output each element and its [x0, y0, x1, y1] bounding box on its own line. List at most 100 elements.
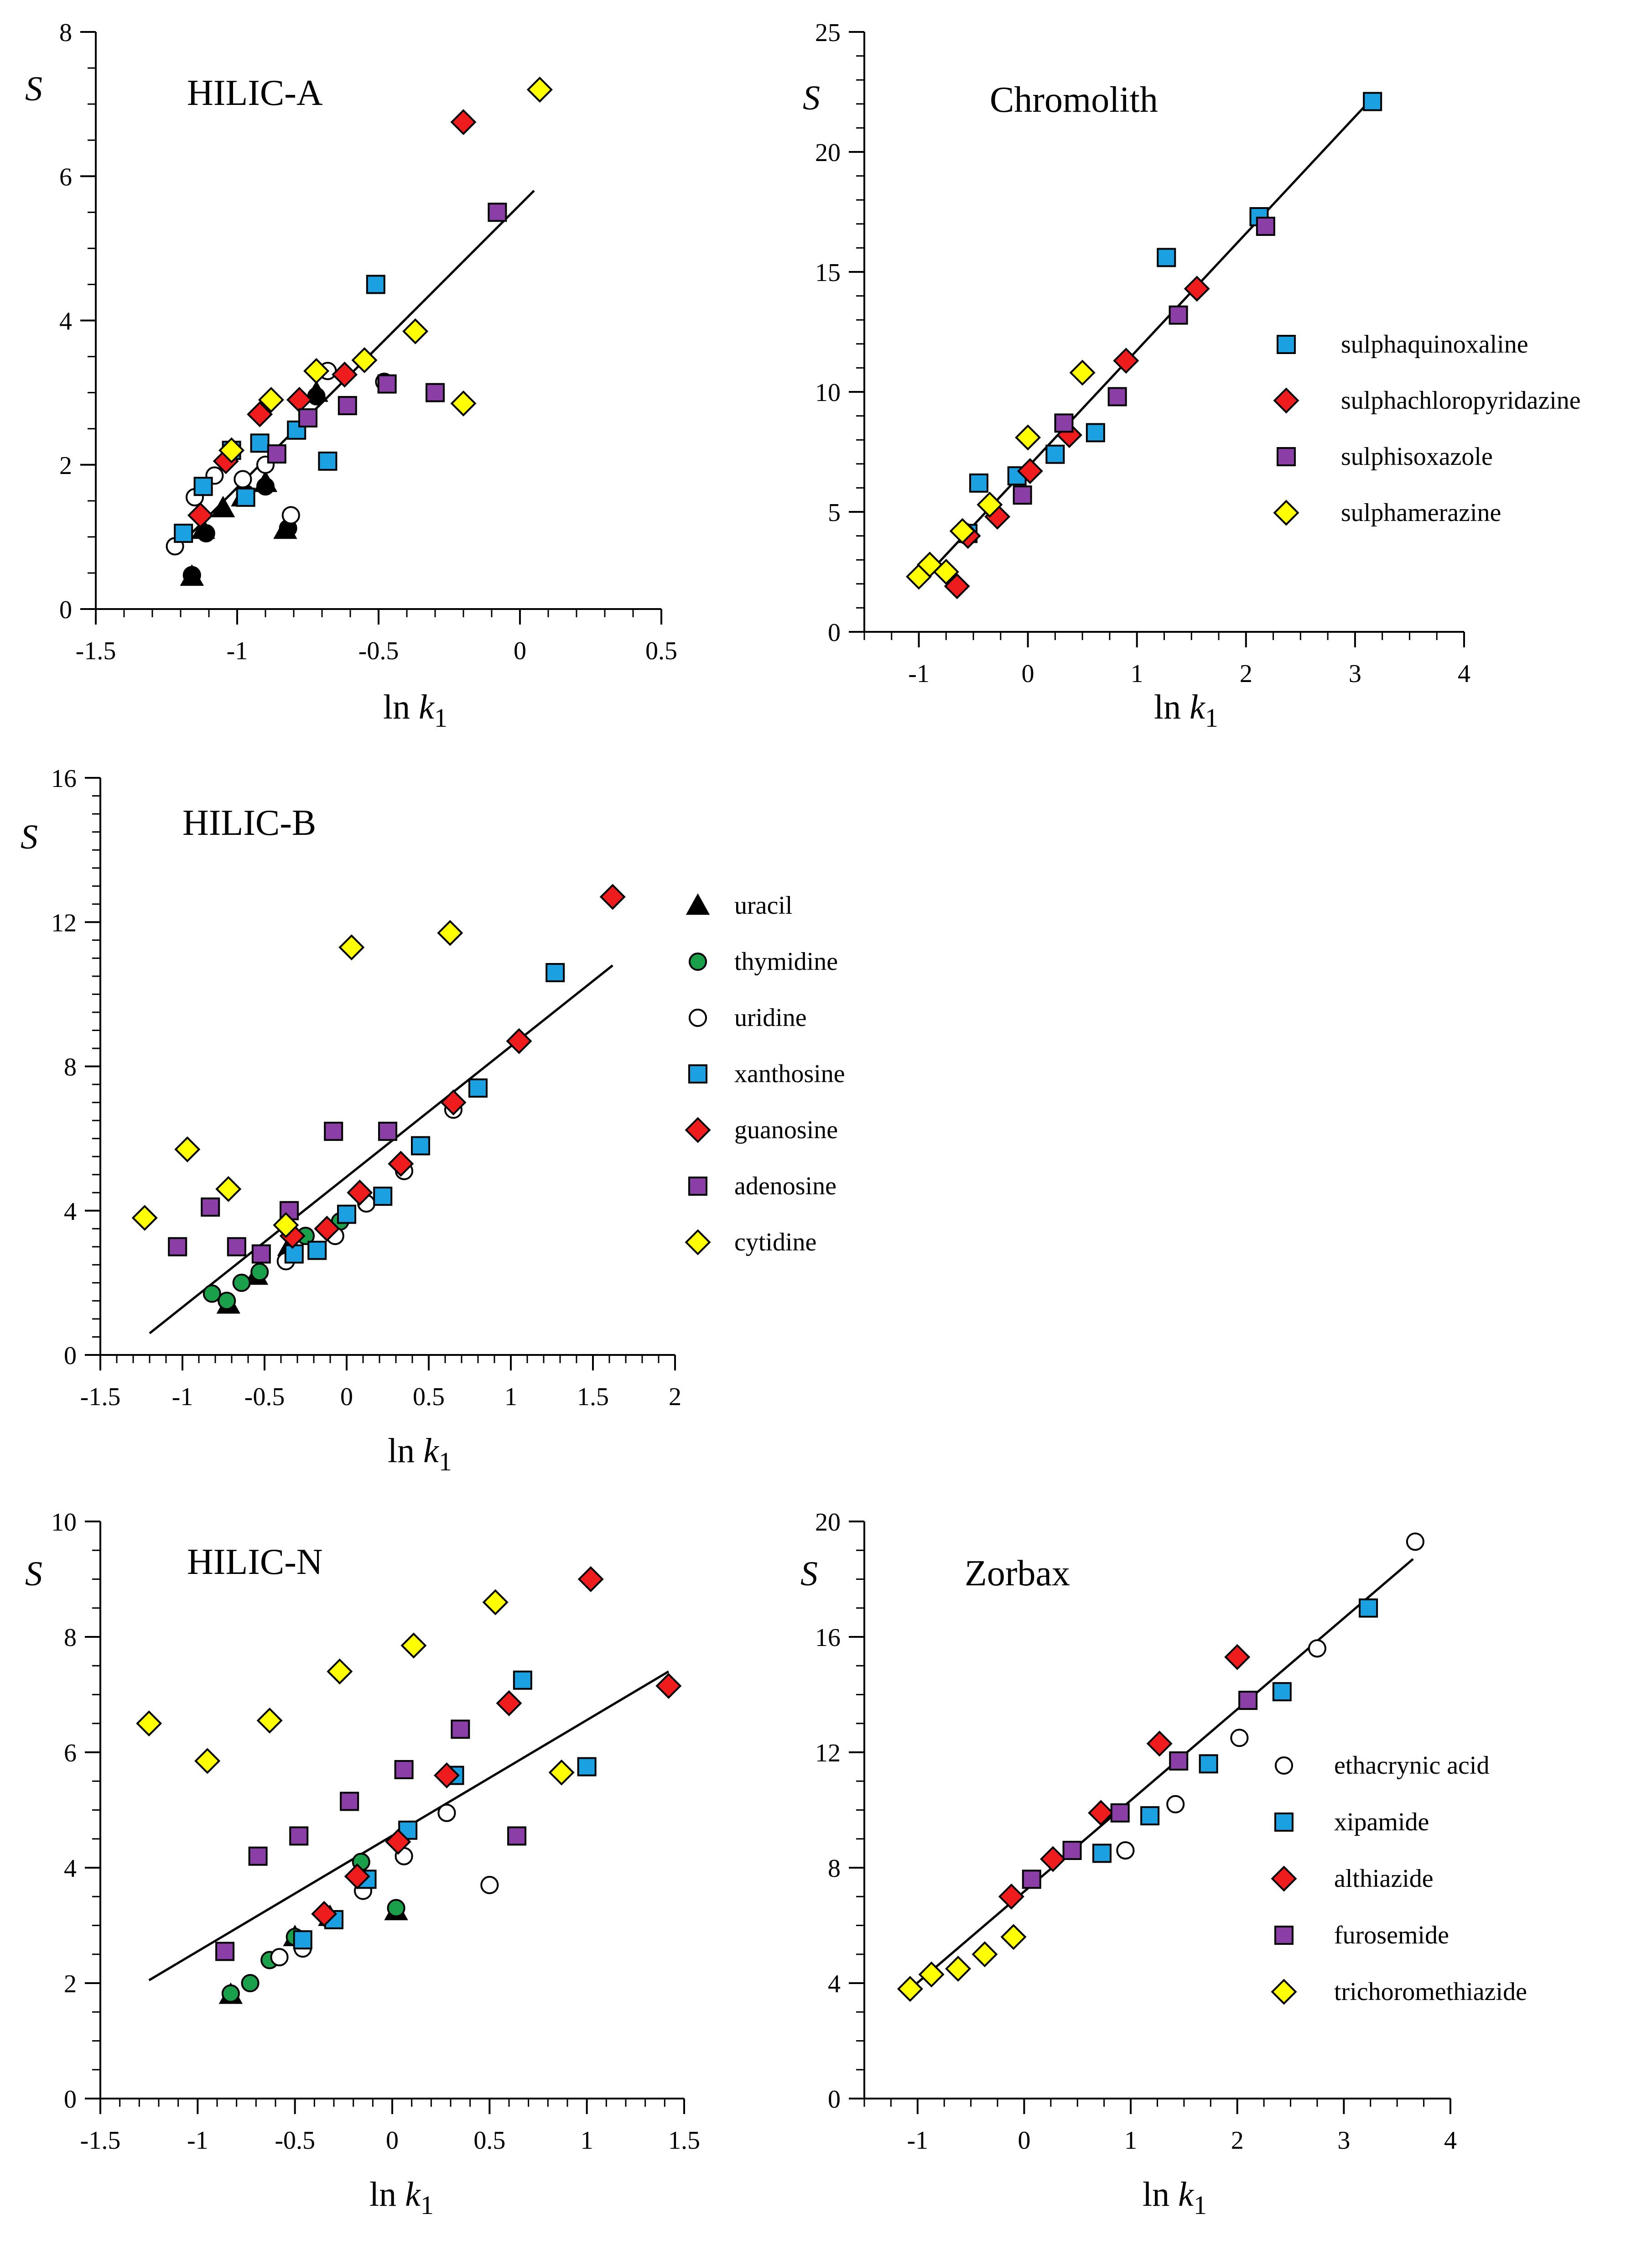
x-tick-label: 0 [514, 637, 526, 665]
data-point [247, 401, 273, 427]
series-thymidine [221, 1853, 405, 2003]
legend-label: xanthosine [734, 1060, 845, 1088]
data-point [311, 1901, 338, 1927]
data-point [482, 1589, 509, 1615]
x-tick-label: 4 [1444, 2126, 1457, 2155]
data-point [256, 1707, 283, 1734]
data-point [194, 1748, 221, 1774]
data-point [548, 1759, 575, 1786]
legend-marker [685, 1117, 711, 1143]
legend-marker [688, 1177, 707, 1196]
data-point [174, 523, 193, 543]
y-tick-label: 8 [828, 1854, 841, 1883]
data-point [241, 1974, 260, 1993]
data-point [468, 1078, 488, 1098]
y-tick-label: 12 [51, 909, 77, 937]
y-tick-label: 0 [59, 596, 72, 624]
x-tick-label: 3 [1337, 2126, 1350, 2155]
data-point [377, 374, 397, 394]
x-axis-label: ln k1 [388, 1432, 452, 1476]
data-point [187, 502, 213, 528]
y-tick-label: 10 [51, 1508, 77, 1537]
y-tick-label: 0 [828, 2085, 841, 2114]
legend-label: ethacrynic acid [1334, 1751, 1489, 1780]
x-tick-label: 1.5 [577, 1383, 609, 1411]
data-point [340, 1792, 359, 1811]
data-point [402, 318, 429, 344]
x-tick-label: 0.5 [645, 637, 677, 665]
series-guanosine [279, 884, 626, 1249]
data-point [411, 1136, 430, 1156]
data-point [248, 1846, 268, 1866]
data-point [969, 473, 989, 493]
series-sulphisoxazole [1013, 217, 1275, 505]
y-tick-label: 10 [815, 379, 841, 407]
chart-title: HILIC-N [187, 1542, 323, 1582]
data-point [281, 506, 300, 525]
data-point [437, 920, 463, 946]
legend-marker [1271, 1979, 1297, 2005]
data-point [385, 1828, 411, 1855]
x-tick-label: -1 [172, 1383, 193, 1411]
data-point [433, 1762, 460, 1789]
y-tick-label: 6 [64, 1739, 77, 1767]
data-point [1045, 444, 1065, 464]
data-point [256, 477, 275, 496]
y-tick-label: 4 [59, 307, 72, 336]
y-axis-label: S [800, 1555, 818, 1593]
y-tick-label: 12 [815, 1739, 841, 1767]
legend-marker [688, 952, 707, 971]
x-tick-label: -1.5 [80, 2126, 121, 2155]
x-tick-label: 1 [1124, 2126, 1137, 2155]
data-point [655, 1673, 682, 1699]
y-tick-label: 16 [815, 1624, 841, 1652]
data-point [211, 495, 235, 517]
y-tick-label: 4 [828, 1970, 841, 1998]
data-point [289, 1826, 309, 1846]
series-trichoromethiazide [897, 1924, 1027, 2002]
x-tick-label: -1 [187, 2126, 208, 2155]
data-point [347, 1179, 373, 1206]
x-tick-label: -1.5 [80, 1383, 121, 1411]
data-point [440, 1089, 467, 1116]
data-point [451, 1719, 470, 1739]
x-tick-label: 1 [581, 2126, 593, 2155]
legend-label: sulphachloropyridazine [1341, 386, 1581, 415]
x-tick-label: 0 [1022, 660, 1034, 688]
x-tick-label: -1 [908, 660, 930, 688]
x-tick-label: 2 [1231, 2126, 1244, 2155]
legend-label: xipamide [1334, 1808, 1429, 1836]
data-point [1013, 485, 1032, 505]
y-tick-label: 4 [64, 1198, 77, 1226]
data-point [1092, 1844, 1112, 1863]
data-point [284, 1244, 304, 1264]
data-point [1054, 413, 1074, 433]
data-point [136, 1710, 162, 1737]
y-tick-label: 6 [59, 163, 72, 191]
x-tick-label: 3 [1349, 660, 1361, 688]
series-cytidine [218, 77, 553, 464]
data-point [251, 1244, 271, 1264]
data-point [351, 347, 378, 373]
data-point [270, 1948, 289, 1967]
data-point [945, 1955, 971, 1982]
data-point [599, 884, 626, 910]
legend-marker [688, 1064, 707, 1083]
chart-chromolith: -1 0 1 2 3 4 0 5 10 15 20 25 Chromolith Sln k1 sulphaq… [803, 19, 1581, 733]
data-point [1363, 92, 1382, 111]
x-tick-label: 2 [669, 1383, 681, 1411]
x-axis-label: ln k1 [1143, 2175, 1207, 2220]
data-point [197, 524, 215, 543]
legend-marker [1271, 1865, 1297, 1892]
legend-label: sulphisoxazole [1341, 443, 1493, 471]
chart-title: Chromolith [990, 80, 1158, 120]
x-tick-label: 1.5 [668, 2126, 700, 2155]
data-point [545, 963, 565, 982]
data-point [327, 1658, 353, 1685]
y-tick-label: 15 [815, 259, 841, 287]
y-tick-label: 8 [64, 1053, 77, 1082]
data-point [227, 1237, 246, 1256]
data-point [506, 1028, 532, 1054]
data-point [1015, 424, 1041, 451]
